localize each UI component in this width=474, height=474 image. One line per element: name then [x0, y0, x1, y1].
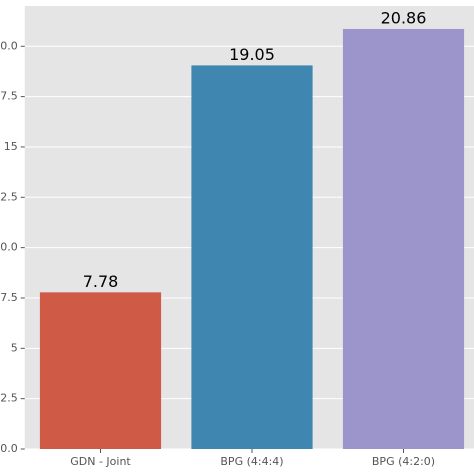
bar	[342, 28, 465, 450]
y-tick-label: 5	[11, 341, 18, 354]
y-tick-label: 15	[4, 140, 18, 153]
value-label: 20.86	[381, 8, 427, 27]
x-tick-label: BPG (4:2:0)	[372, 455, 435, 468]
bar	[39, 292, 162, 449]
x-tick-label: GDN - Joint	[70, 455, 131, 468]
y-tick-label: 12.5	[0, 190, 18, 203]
x-tick-label: BPG (4:4:4)	[220, 455, 283, 468]
value-label: 19.05	[229, 45, 275, 64]
y-tick-label: 0.0	[0, 442, 18, 455]
y-tick-label: 7.5	[0, 291, 18, 304]
value-label: 7.78	[83, 272, 119, 291]
bar	[191, 65, 313, 449]
y-tick-label: 20.0	[0, 39, 18, 52]
y-tick-label: 17.5	[0, 90, 18, 103]
y-tick-label: 10.0	[0, 241, 18, 254]
y-tick-label: 2.5	[0, 392, 18, 405]
